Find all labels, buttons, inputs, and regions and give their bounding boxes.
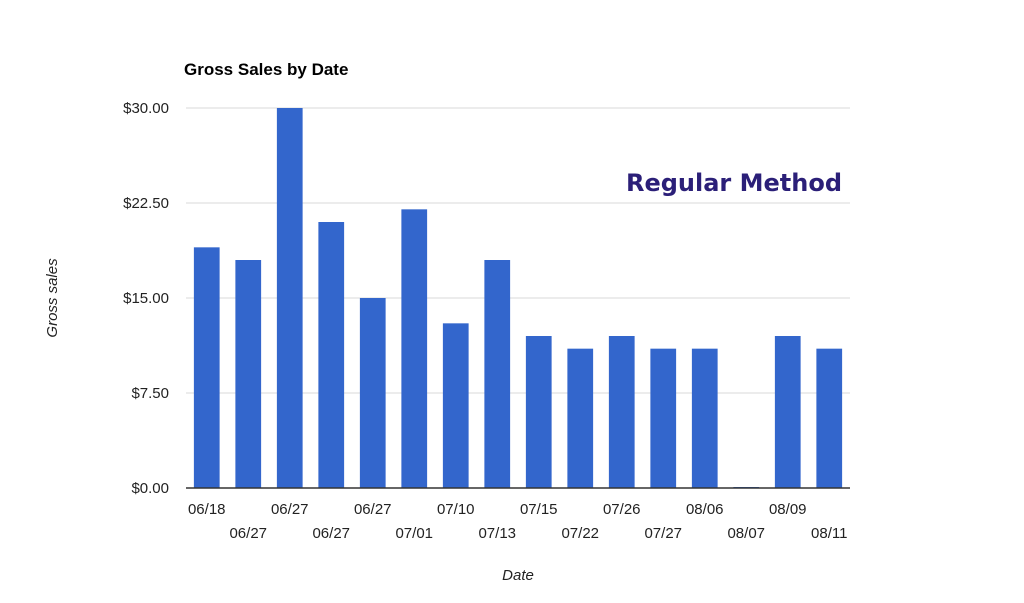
bar: [318, 222, 345, 488]
x-tick-label: 06/27: [271, 501, 309, 518]
bar: [235, 260, 262, 488]
y-tick-label: $7.50: [131, 385, 169, 402]
x-tick-label: 08/11: [811, 525, 847, 542]
x-tick-label: 06/18: [188, 501, 226, 518]
x-axis-label: Date: [502, 567, 534, 584]
annotation-regular-method: Regular Method: [626, 169, 842, 197]
y-tick-label: $0.00: [131, 480, 169, 497]
x-tick-label: 07/22: [561, 525, 599, 542]
bar: [816, 348, 843, 488]
y-tick-labels: $0.00 $7.50 $15.00 $22.50 $30.00: [123, 100, 169, 497]
x-tick-label: 06/27: [312, 525, 350, 542]
bar: [525, 336, 552, 488]
bar: [484, 260, 511, 488]
bar: [691, 348, 718, 488]
bars: [193, 108, 843, 489]
x-tick-label: 06/27: [354, 501, 392, 518]
y-axis-label: Gross sales: [44, 258, 61, 338]
y-tick-label: $30.00: [123, 100, 169, 117]
bar: [567, 348, 594, 488]
x-tick-label: 06/27: [229, 525, 267, 542]
bar: [276, 108, 303, 488]
x-tick-label: 07/13: [478, 525, 516, 542]
bar: [442, 323, 469, 488]
bar: [359, 298, 386, 488]
chart-title: Gross Sales by Date: [184, 60, 348, 79]
y-tick-label: $22.50: [123, 195, 169, 212]
x-tick-labels: 06/1806/2706/2706/2706/2707/0107/1007/13…: [188, 501, 847, 542]
bar: [401, 209, 428, 489]
y-tick-label: $15.00: [123, 290, 169, 307]
x-tick-label: 07/27: [644, 525, 682, 542]
bar: [193, 247, 220, 488]
x-tick-label: 08/09: [769, 501, 807, 518]
x-tick-label: 08/06: [686, 501, 724, 518]
bar: [650, 348, 677, 488]
x-tick-label: 07/01: [395, 525, 433, 542]
bar: [774, 336, 801, 488]
bar: [608, 336, 635, 488]
x-tick-label: 07/15: [520, 501, 558, 518]
x-tick-label: 07/10: [437, 501, 475, 518]
x-tick-label: 07/26: [603, 501, 641, 518]
x-tick-label: 08/07: [727, 525, 765, 542]
